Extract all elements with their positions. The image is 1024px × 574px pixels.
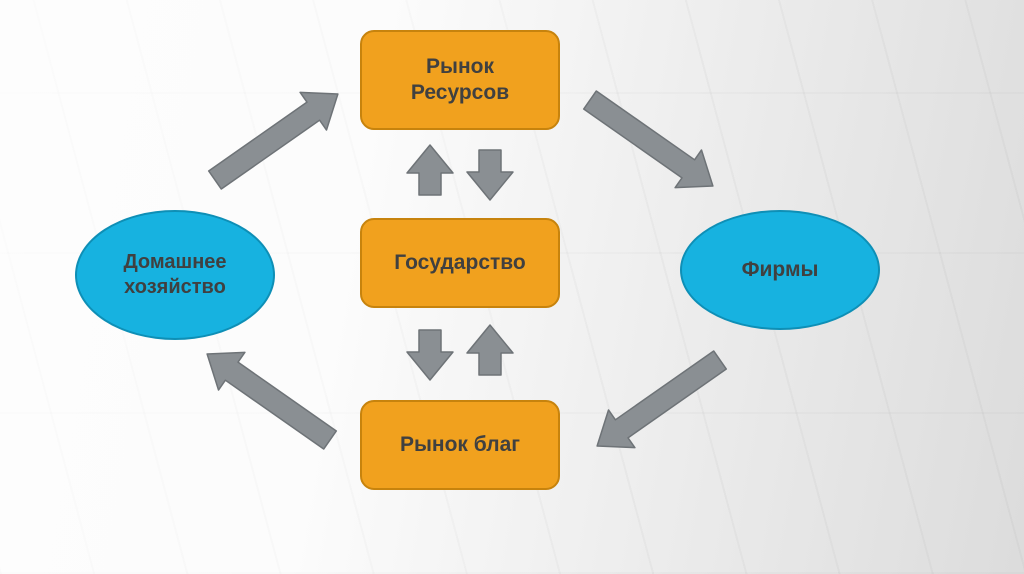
arrow-state-to-resources xyxy=(407,145,453,195)
arrow-goods-to-household xyxy=(194,335,343,459)
node-resources: РынокРесурсов xyxy=(360,30,560,130)
node-resources-label: РынокРесурсов xyxy=(411,54,509,107)
node-state-label: Государство xyxy=(394,250,526,276)
arrow-resources-to-state xyxy=(467,150,513,200)
arrow-household-to-resources xyxy=(202,75,351,199)
arrow-firms-to-goods xyxy=(584,341,733,465)
node-household: Домашнеехозяйство xyxy=(75,210,275,340)
arrow-resources-to-firms xyxy=(577,81,726,205)
node-firms-label: Фирмы xyxy=(742,257,819,283)
diagram-stage: РынокРесурсов Государство Рынок благ Дом… xyxy=(0,0,1024,574)
node-goods: Рынок благ xyxy=(360,400,560,490)
node-goods-label: Рынок благ xyxy=(400,432,520,458)
node-firms: Фирмы xyxy=(680,210,880,330)
node-state: Государство xyxy=(360,218,560,308)
node-household-label: Домашнеехозяйство xyxy=(123,250,226,300)
arrow-state-to-goods xyxy=(407,330,453,380)
arrow-goods-to-state xyxy=(467,325,513,375)
